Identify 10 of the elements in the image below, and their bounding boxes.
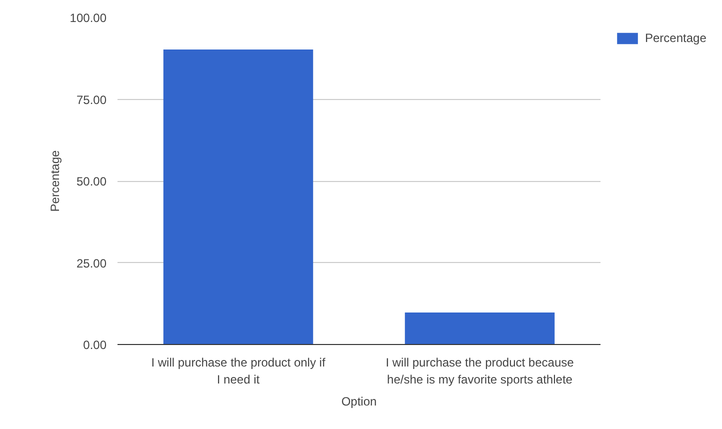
- y-axis-title: Percentage: [48, 150, 62, 212]
- legend-label: Percentage: [645, 31, 706, 45]
- x-tick-label: I will purchase the product because he/she is my favorite sports athlete: [386, 356, 574, 386]
- y-tick-label: 50.00: [76, 174, 107, 188]
- y-tick-label: 75.00: [76, 92, 107, 107]
- x-axis-title: Option: [341, 394, 377, 408]
- y-tick-label: 0.00: [83, 338, 107, 352]
- y-tick-label: 25.00: [76, 256, 107, 270]
- x-tick-label: I will purchase the product only if I need it: [151, 356, 326, 386]
- y-tick-label: 100.00: [70, 11, 107, 25]
